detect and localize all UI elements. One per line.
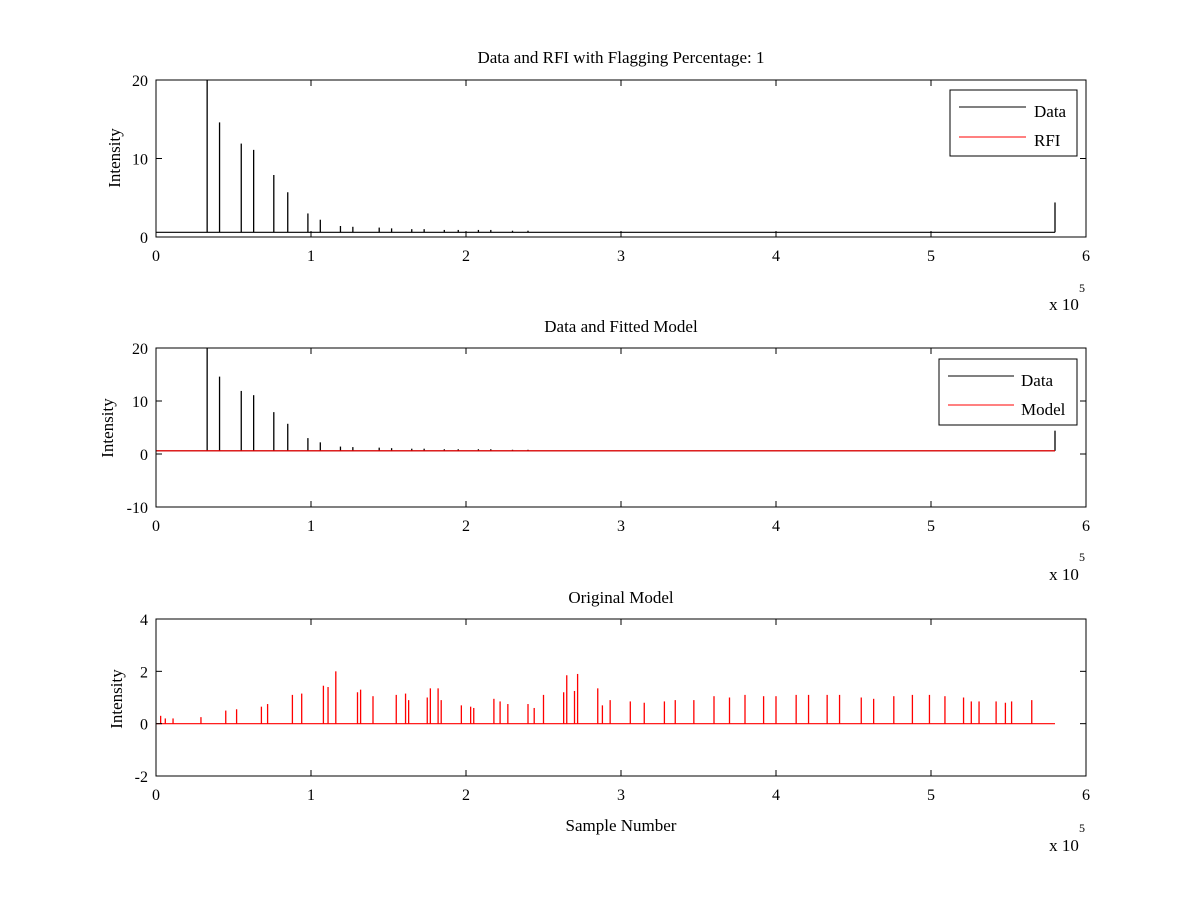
x-tick-label: 5 xyxy=(927,518,935,535)
x-exponent-power: 5 xyxy=(1079,821,1085,835)
chart-panel-fitted-model: Data and Fitted Model Intensity 0 1 2 3 4 5 6 -… xyxy=(98,317,1090,584)
y-tick-label: 4 xyxy=(140,612,148,629)
x-tick-label: 0 xyxy=(152,787,160,804)
y-tick-label: 2 xyxy=(140,664,148,681)
legend-label-rfi: RFI xyxy=(1034,131,1061,150)
x-tick-label: 3 xyxy=(617,248,625,265)
x-tick-label: 6 xyxy=(1082,518,1090,535)
x-exponent-power: 5 xyxy=(1079,550,1085,564)
x-tick-label: 1 xyxy=(307,787,315,804)
plot-marks xyxy=(156,348,1056,452)
x-tick-label: 4 xyxy=(772,248,780,265)
y-tick-label: 10 xyxy=(132,152,148,169)
chart-title: Data and RFI with Flagging Percentage: 1 xyxy=(477,48,764,67)
x-tick-label: 4 xyxy=(772,518,780,535)
x-tick-label: 6 xyxy=(1082,248,1090,265)
legend-label-model: Model xyxy=(1021,400,1066,419)
legend: Data RFI xyxy=(949,89,1078,157)
x-tick-label: 2 xyxy=(462,787,470,804)
x-tick-label: 4 xyxy=(772,787,780,804)
y-tick-label: 20 xyxy=(132,73,148,90)
x-tick-label: 5 xyxy=(927,787,935,804)
legend-box xyxy=(949,89,1078,157)
y-tick-label: 10 xyxy=(132,394,148,411)
legend: Data Model xyxy=(938,358,1078,426)
x-exponent-label: x 10 xyxy=(1049,836,1079,855)
legend-label-data: Data xyxy=(1021,371,1054,390)
x-axis-label: Sample Number xyxy=(566,816,677,835)
chart-panel-rfi: Data and RFI with Flagging Percentage: 1… xyxy=(105,48,1090,314)
plot-marks xyxy=(156,80,1056,233)
x-tick-label: 3 xyxy=(617,518,625,535)
y-tick-label: 20 xyxy=(132,341,148,358)
legend-label-data: Data xyxy=(1034,102,1067,121)
y-tick-label: -10 xyxy=(127,500,148,517)
x-exponent-label: x 10 xyxy=(1049,295,1079,314)
x-tick-label: 2 xyxy=(462,518,470,535)
chart-title: Data and Fitted Model xyxy=(544,317,698,336)
y-tick-label: 0 xyxy=(140,447,148,464)
chart-title: Original Model xyxy=(568,588,674,607)
y-axis-label: Intensity xyxy=(107,669,126,729)
y-axis-label: Intensity xyxy=(98,398,117,458)
x-tick-label: 1 xyxy=(307,518,315,535)
plot-frame xyxy=(155,347,1087,508)
x-tick-label: 5 xyxy=(927,248,935,265)
legend-box xyxy=(938,358,1078,426)
plot-frame xyxy=(155,618,1087,777)
y-tick-label: 0 xyxy=(140,717,148,734)
x-tick-label: 0 xyxy=(152,248,160,265)
plot-marks xyxy=(156,671,1055,725)
y-tick-label: 0 xyxy=(140,230,148,247)
y-tick-label: -2 xyxy=(135,769,148,786)
x-tick-label: 1 xyxy=(307,248,315,265)
y-axis-label: Intensity xyxy=(105,128,124,188)
x-tick-label: 3 xyxy=(617,787,625,804)
x-tick-label: 0 xyxy=(152,518,160,535)
axis-ticks: 0 1 2 3 4 5 6 0 10 20 xyxy=(132,73,1090,265)
x-exponent-label: x 10 xyxy=(1049,565,1079,584)
x-tick-label: 6 xyxy=(1082,787,1090,804)
x-tick-label: 2 xyxy=(462,248,470,265)
x-exponent-power: 5 xyxy=(1079,281,1085,295)
plot-frame xyxy=(155,79,1087,238)
